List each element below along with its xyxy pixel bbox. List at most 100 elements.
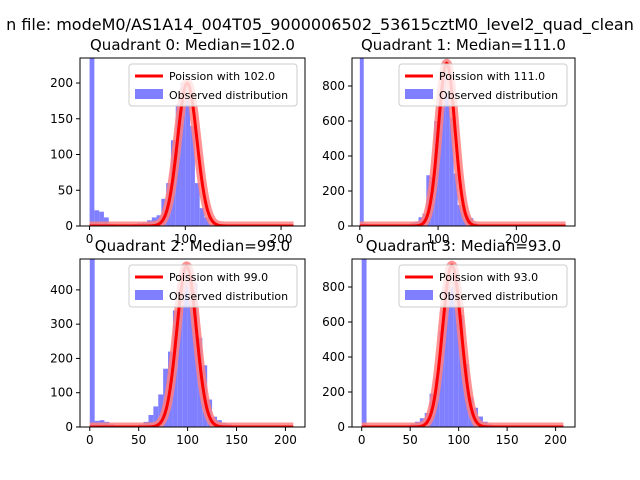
histogram-bar: [359, 58, 364, 226]
histogram-bar: [361, 259, 367, 427]
legend-entry-observed: Observed distribution: [439, 89, 558, 102]
y-tick-label: 200: [322, 385, 345, 399]
panel-0: 0 100 200 0 50 100 150 200 Quadrant 0: Median=10…: [50, 36, 306, 246]
y-tick-label: 0: [337, 219, 345, 233]
axes-frame: [79, 258, 306, 428]
x-tick-label: 0: [356, 232, 364, 246]
y-tick-label: 0: [65, 420, 73, 434]
legend-bar-swatch: [405, 89, 433, 99]
y-tick-label: 100: [50, 148, 73, 162]
poisson-line: [359, 61, 567, 226]
x-tick-label: 200: [544, 433, 567, 447]
histogram-bar: [94, 210, 100, 226]
y-tick-label: 0: [337, 420, 345, 434]
panel-title: Quadrant 3: Median=93.0: [366, 237, 561, 255]
histogram-bar: [153, 406, 159, 427]
histogram-bar: [158, 394, 164, 427]
legend-entry-poisson: Poission with 93.0: [439, 271, 538, 284]
y-tick-label: 600: [322, 114, 345, 128]
legend-entry-poisson: Poission with 111.0: [439, 70, 545, 83]
y-tick-label: 400: [322, 149, 345, 163]
histogram-bar: [187, 276, 193, 427]
legend-entry-observed: Observed distribution: [169, 290, 288, 303]
panel-title: Quadrant 1: Median=111.0: [361, 36, 566, 54]
legend: Poission with 99.0 Observed distribution: [128, 264, 298, 308]
legend-box: [398, 63, 568, 107]
poisson-line: [361, 263, 564, 427]
histogram-bar: [199, 208, 205, 226]
x-tick-label: 200: [505, 232, 528, 246]
y-tick-label: 300: [50, 317, 73, 331]
x-tick-label: 100: [174, 232, 197, 246]
x-tick-label: 150: [225, 433, 248, 447]
panel-3: 0 50 100 150 200 0 200 400 600 800 Quadrant 3: Med…: [322, 237, 576, 447]
x-tick-label: 200: [274, 433, 297, 447]
histogram-bar: [453, 269, 459, 427]
histogram-bar: [89, 259, 95, 427]
histogram-bar: [177, 303, 183, 427]
legend-bar-swatch: [135, 290, 163, 300]
panel-2: 0 50 100 150 200 0 100 200 300 400 Quadrant 2: Med…: [50, 237, 306, 447]
y-tick-label: 800: [322, 79, 345, 93]
legend-entry-poisson: Poission with 99.0: [169, 271, 268, 284]
axes-frame: [79, 57, 306, 227]
histogram-bar: [453, 173, 458, 226]
y-tick-label: 0: [65, 219, 73, 233]
histogram-bar: [441, 73, 446, 226]
legend-bar-swatch: [405, 290, 433, 300]
histogram-bar: [180, 83, 186, 226]
x-tick-label: 150: [496, 433, 519, 447]
histogram-bar: [438, 98, 442, 226]
legend: Poission with 102.0 Observed distribution: [128, 63, 298, 107]
legend-entry-observed: Observed distribution: [439, 290, 558, 303]
histogram-bar: [185, 97, 191, 226]
histogram-bar: [182, 265, 188, 427]
histogram-bar: [444, 285, 449, 427]
x-tick-label: 0: [358, 433, 366, 447]
y-tick-label: 400: [50, 283, 73, 297]
y-tick-label: 200: [50, 76, 73, 90]
legend-bar-swatch: [135, 89, 163, 99]
y-tick-label: 150: [50, 112, 73, 126]
y-tick-label: 400: [322, 350, 345, 364]
panel-1: 0 100 200 0 200 400 600 800 Quadrant 1: Median=1…: [322, 36, 576, 246]
legend-entry-poisson: Poission with 102.0: [169, 70, 275, 83]
x-tick-label: 100: [447, 433, 470, 447]
histogram-bar: [448, 287, 454, 427]
histogram-bar: [445, 93, 450, 226]
x-tick-label: 50: [403, 433, 418, 447]
histogram-bar: [449, 117, 454, 226]
legend-box: [398, 264, 568, 308]
legend-box: [128, 63, 298, 107]
panel-title: Quadrant 2: Median=99.0: [95, 237, 290, 255]
histogram-bar: [148, 415, 154, 427]
panels: 0 100 200 0 50 100 150 200 Quadrant 0: Median=10…: [50, 36, 576, 447]
axes-frame: [351, 258, 576, 428]
plot-area: [356, 58, 570, 226]
panel-title: Quadrant 0: Median=102.0: [90, 36, 295, 54]
histogram-bar: [204, 217, 210, 226]
y-tick-label: 100: [50, 386, 73, 400]
x-tick-label: 50: [131, 433, 146, 447]
legend-entry-observed: Observed distribution: [169, 89, 288, 102]
legend-box: [128, 264, 298, 308]
figure-suptitle: n file: modeM0/AS1A14_004T05_9000006502_…: [6, 15, 634, 35]
y-tick-label: 200: [322, 184, 345, 198]
histogram-bar: [99, 211, 104, 226]
axes-frame: [351, 57, 576, 227]
plot-area: [358, 259, 567, 427]
x-tick-label: 0: [86, 433, 94, 447]
histogram-bar: [194, 183, 200, 226]
y-tick-label: 50: [58, 183, 73, 197]
histogram-bar: [190, 125, 195, 226]
y-tick-label: 200: [50, 351, 73, 365]
y-tick-label: 800: [322, 280, 345, 294]
x-tick-label: 0: [86, 232, 94, 246]
legend: Poission with 93.0 Observed distribution: [398, 264, 568, 308]
y-tick-label: 600: [322, 315, 345, 329]
x-tick-label: 100: [176, 433, 199, 447]
histogram-bar: [89, 58, 95, 226]
legend: Poission with 111.0 Observed distribution: [398, 63, 568, 107]
x-tick-label: 100: [427, 232, 450, 246]
